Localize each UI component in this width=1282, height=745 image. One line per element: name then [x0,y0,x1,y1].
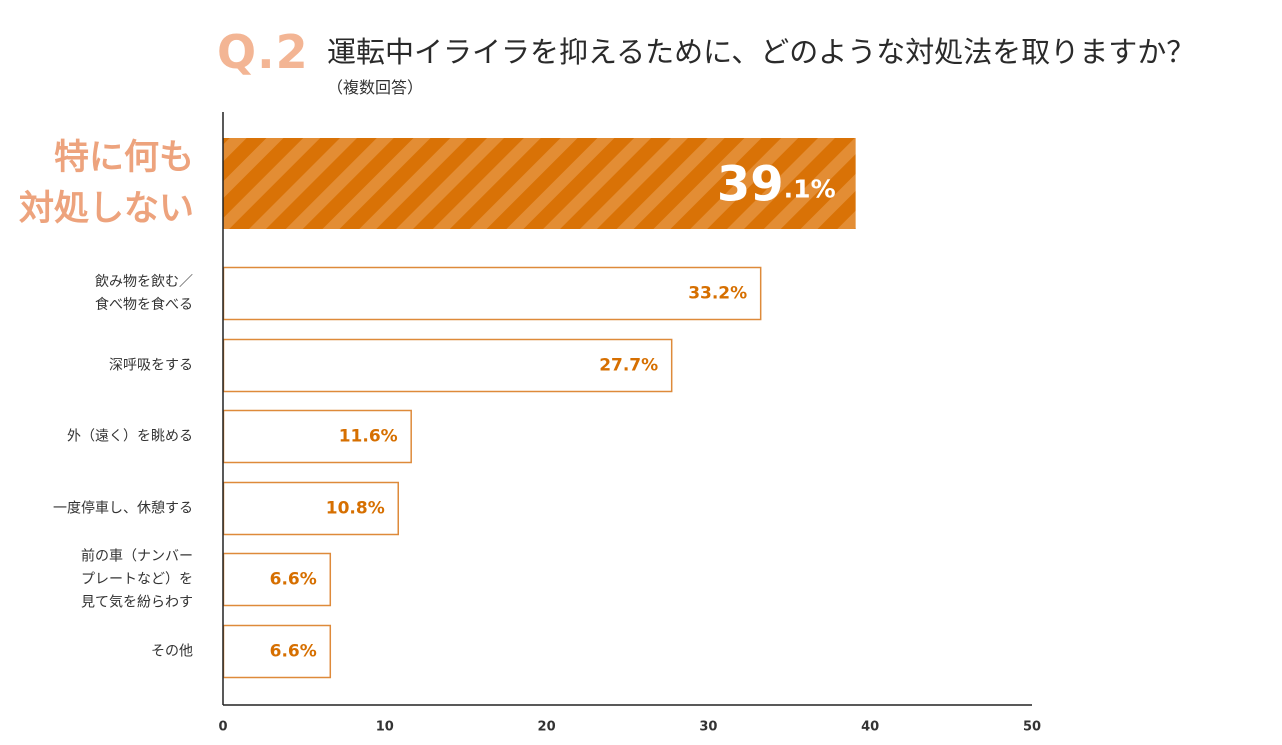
chart-subtitle: （複数回答） [327,78,424,97]
value-label: 10.8% [326,499,385,519]
value-label: 6.6% [270,642,317,662]
bar [222,409,412,464]
bar [222,624,332,679]
category-label: 外（遠く）を眺める [67,429,193,445]
category-label: 見て気を紛らわす [81,595,193,611]
bar [222,266,762,321]
x-tick-label: 0 [218,720,227,735]
category-label: 一度停車し、休憩する [53,500,193,517]
value-label: 27.7% [599,356,658,376]
category-label: その他 [151,644,193,660]
category-label: プレートなど）を [81,572,193,588]
x-tick-label: 20 [538,720,556,735]
x-tick-label: 30 [699,720,717,735]
value-label: 39.1% [717,157,836,213]
value-label: 33.2% [688,284,747,304]
x-tick-label: 50 [1023,720,1041,735]
category-label: 前の車（ナンバー [81,548,193,565]
value-label: 11.6% [339,427,398,447]
category-label: 飲み物を飲む／ [95,274,193,290]
category-label: 深呼吸をする [109,358,193,374]
category-label: 特に何も [54,138,194,178]
bar [222,552,332,607]
x-tick-label: 10 [376,720,394,735]
category-label: 対処しない [19,189,194,229]
category-label: 食べ物を食べる [95,296,193,313]
bar [222,481,399,536]
value-label: 6.6% [270,570,317,590]
bar [222,338,673,393]
bar-highlight [223,138,856,229]
x-tick-label: 40 [861,720,879,735]
question-number: Q.2 [217,25,309,79]
chart-title: 運転中イライラを抑えるために、どのような対処法を取りますか？ [327,35,1196,69]
